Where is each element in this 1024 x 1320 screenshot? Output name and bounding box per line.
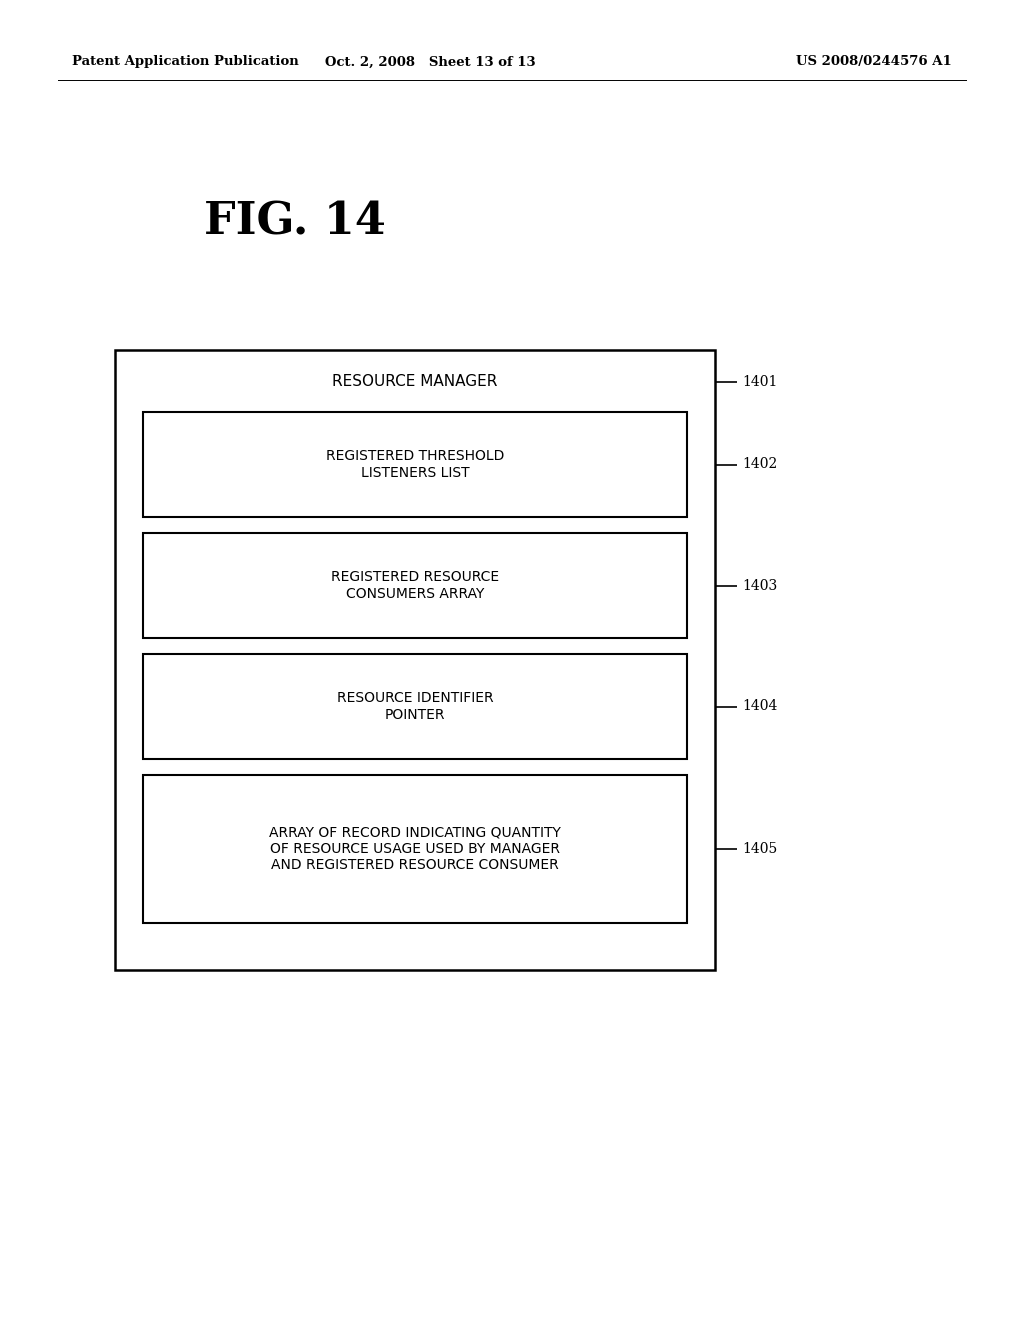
Text: REGISTERED RESOURCE
CONSUMERS ARRAY: REGISTERED RESOURCE CONSUMERS ARRAY (331, 570, 499, 601)
Text: 1401: 1401 (742, 375, 777, 389)
Text: 1404: 1404 (742, 700, 777, 714)
Bar (143, 775, 687, 923)
Text: ARRAY OF RECORD INDICATING QUANTITY
OF RESOURCE USAGE USED BY MANAGER
AND REGIST: ARRAY OF RECORD INDICATING QUANTITY OF R… (269, 826, 561, 873)
Bar (143, 653, 687, 759)
Text: US 2008/0244576 A1: US 2008/0244576 A1 (797, 55, 952, 69)
Text: 1402: 1402 (742, 458, 777, 471)
Text: 1405: 1405 (742, 842, 777, 855)
Bar (115, 350, 715, 970)
Bar (143, 533, 687, 638)
Text: RESOURCE IDENTIFIER
POINTER: RESOURCE IDENTIFIER POINTER (337, 692, 494, 722)
Text: REGISTERED THRESHOLD
LISTENERS LIST: REGISTERED THRESHOLD LISTENERS LIST (326, 449, 504, 479)
Text: RESOURCE MANAGER: RESOURCE MANAGER (333, 375, 498, 389)
Text: 1403: 1403 (742, 578, 777, 593)
Text: Patent Application Publication: Patent Application Publication (72, 55, 299, 69)
Text: Oct. 2, 2008   Sheet 13 of 13: Oct. 2, 2008 Sheet 13 of 13 (325, 55, 536, 69)
Text: FIG. 14: FIG. 14 (204, 201, 386, 243)
Bar (143, 412, 687, 517)
